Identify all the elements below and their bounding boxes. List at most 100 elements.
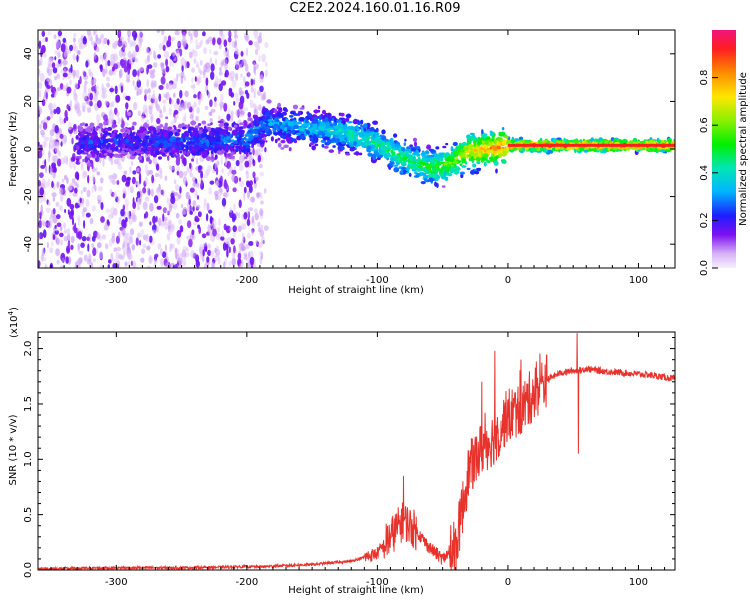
spectrogram-ridge-cell bbox=[366, 145, 372, 151]
spectrogram-noise-cell bbox=[235, 212, 239, 217]
spectrogram-noise-cell bbox=[159, 258, 165, 264]
spectrogram-noise-cell bbox=[101, 56, 104, 63]
spectrogram-noise-cell bbox=[140, 257, 145, 263]
spectrogram-ridge-cell bbox=[468, 158, 472, 162]
spectrogram-ridge-cell bbox=[439, 168, 443, 173]
spectrogram-noise-cell bbox=[38, 220, 42, 229]
spectrogram-ridge-cell bbox=[326, 132, 332, 137]
spectrogram-ridge-cell bbox=[323, 114, 327, 118]
spectrogram-noise-cell bbox=[253, 260, 256, 266]
spectrogram-ridge-cell bbox=[181, 135, 185, 139]
spectrogram-noise-cell bbox=[51, 180, 54, 189]
spectrogram-noise-cell bbox=[244, 81, 250, 87]
spectrogram-noise-cell bbox=[204, 105, 209, 111]
spectrogram-noise-cell bbox=[81, 102, 87, 110]
spectrogram-noise-cell bbox=[184, 90, 189, 98]
spectrogram-noise-cell bbox=[91, 186, 94, 194]
spectrogram-ridge-cell bbox=[503, 135, 509, 138]
spectrogram-ridge-cell bbox=[298, 117, 305, 122]
spectrogram-ridge-cell bbox=[579, 146, 585, 152]
spectrogram-ridge-cell bbox=[474, 170, 480, 175]
spectrogram-noise-cell bbox=[169, 97, 172, 105]
spectrogram-noise-cell bbox=[259, 163, 263, 169]
spectrogram-noise-cell bbox=[74, 100, 79, 108]
spectrogram-ridge-cell bbox=[259, 120, 264, 126]
spectrogram-noise-cell bbox=[239, 90, 245, 95]
top-x-tick-label: 0 bbox=[505, 275, 511, 286]
spectrogram-ridge-cell bbox=[176, 155, 181, 161]
spectrogram-noise-cell bbox=[215, 180, 220, 188]
spectrogram-ridge-cell bbox=[75, 135, 79, 140]
spectrogram-noise-cell bbox=[71, 217, 75, 226]
spectrogram-noise-cell bbox=[218, 218, 221, 227]
spectrogram-noise-cell bbox=[196, 61, 199, 68]
spectrogram-noise-cell bbox=[182, 40, 187, 48]
spectrogram-ridge-cell bbox=[595, 139, 602, 143]
spectrogram-ridge-cell bbox=[628, 140, 634, 145]
spectrogram-ridge-cell bbox=[539, 140, 543, 145]
spectrogram-noise-cell bbox=[132, 69, 138, 78]
spectrogram-ridge-cell bbox=[167, 155, 170, 161]
spectrogram-ridge-cell bbox=[181, 138, 187, 143]
spectrogram-noise-cell bbox=[105, 59, 108, 69]
spectrogram-noise-cell bbox=[123, 170, 128, 175]
spectrogram-ridge-cell bbox=[539, 147, 545, 152]
spectrogram-noise-cell bbox=[237, 225, 242, 233]
spectrogram-noise-cell bbox=[204, 245, 208, 253]
spectrogram-ridge-cell bbox=[410, 155, 413, 161]
spectrogram-ridge-cell bbox=[113, 129, 119, 133]
spectrogram-ridge-cell bbox=[210, 156, 214, 160]
spectrogram-noise-cell bbox=[205, 213, 209, 222]
spectrogram-noise-cell bbox=[144, 108, 148, 113]
spectrogram-noise-cell bbox=[197, 165, 203, 171]
spectrogram-noise-cell bbox=[62, 37, 67, 44]
spectrogram-ridge-cell bbox=[383, 153, 388, 159]
spectrogram-noise-cell bbox=[83, 71, 87, 77]
spectrogram-ridge-cell bbox=[378, 154, 383, 158]
spectrogram-noise-cell bbox=[248, 207, 254, 212]
spectrogram-ridge-cell bbox=[403, 142, 407, 147]
spectrogram-noise-cell bbox=[182, 31, 186, 39]
spectrogram-ridge-cell bbox=[473, 149, 478, 152]
spectrogram-ridge-cell bbox=[256, 120, 260, 124]
spectrogram-noise-cell bbox=[68, 121, 72, 131]
spectrogram-noise-cell bbox=[234, 34, 238, 39]
spectrogram-noise-cell bbox=[127, 111, 132, 117]
spectrogram-noise-cell bbox=[82, 37, 87, 45]
spectrogram-noise-cell bbox=[264, 69, 268, 78]
spectrogram-noise-cell bbox=[144, 94, 147, 102]
spectrogram-ridge-cell bbox=[317, 109, 321, 113]
spectrogram-noise-cell bbox=[66, 104, 70, 110]
spectrogram-ridge-cell bbox=[360, 132, 365, 138]
spectrogram-noise-cell bbox=[210, 71, 215, 80]
spectrogram-ridge-cell bbox=[354, 133, 358, 139]
spectrogram-ridge-cell bbox=[583, 149, 589, 153]
spectrogram-noise-cell bbox=[209, 180, 215, 185]
spectrogram-ridge-cell bbox=[91, 131, 97, 134]
spectrogram-ridge-cell bbox=[280, 147, 285, 150]
spectrogram-noise-cell bbox=[70, 244, 74, 250]
spectrogram-noise-cell bbox=[188, 30, 191, 37]
spectrogram-noise-cell bbox=[78, 262, 81, 268]
spectrogram-ridge-cell bbox=[244, 133, 251, 137]
spectrogram-ridge-cell bbox=[235, 148, 239, 152]
spectrogram-noise-cell bbox=[211, 261, 215, 268]
spectrogram-ridge-cell bbox=[209, 131, 213, 137]
spectrogram-noise-cell bbox=[41, 248, 46, 256]
spectrogram-ridge-cell bbox=[345, 153, 351, 156]
spectrogram-ridge-cell bbox=[344, 125, 348, 130]
spectrogram-ridge-cell bbox=[313, 109, 319, 114]
spectrogram-noise-cell bbox=[142, 187, 147, 194]
spectrogram-noise-cell bbox=[156, 30, 161, 33]
spectrogram-noise-cell bbox=[140, 229, 145, 238]
colorbar-tick-label: 0.8 bbox=[699, 70, 710, 86]
spectrogram-noise-cell bbox=[147, 64, 153, 69]
spectrogram-noise-cell bbox=[239, 63, 243, 69]
spectrogram-noise-cell bbox=[60, 265, 64, 268]
spectrogram-noise-cell bbox=[90, 262, 94, 268]
spectrogram-noise-cell bbox=[220, 236, 225, 241]
spectrogram-noise-cell bbox=[116, 246, 121, 252]
spectrogram-ridge-cell bbox=[344, 117, 350, 122]
spectrogram-noise-cell bbox=[181, 64, 184, 73]
spectrogram-ridge-cell bbox=[556, 137, 562, 140]
